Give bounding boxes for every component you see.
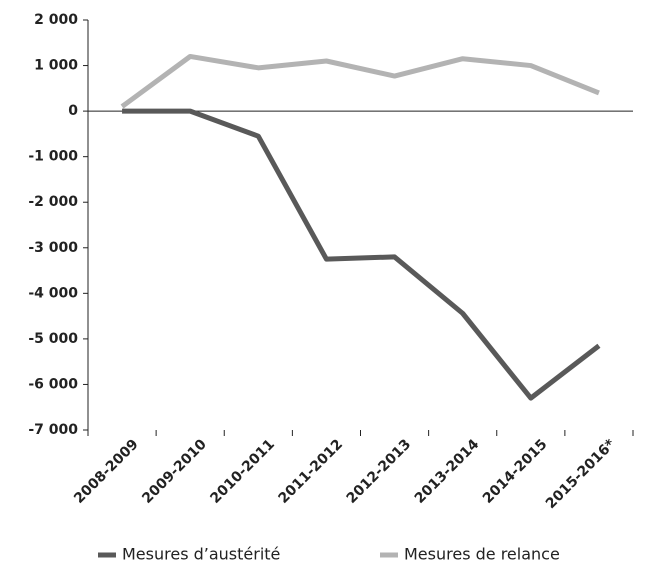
legend-label: Mesures de relance: [404, 545, 560, 564]
y-tick-label: -4 000: [28, 285, 78, 301]
y-tick-label: 1 000: [34, 58, 78, 74]
x-tick-label: 2015-2016*: [543, 436, 619, 512]
x-tick-label: 2013-2014: [412, 436, 483, 507]
y-tick-label: -1 000: [28, 149, 78, 165]
legend-label: Mesures d’austérité: [122, 545, 280, 564]
y-tick-label: -6 000: [28, 376, 78, 392]
x-tick-label: 2010-2011: [207, 436, 278, 507]
x-tick-label: 2012-2013: [344, 436, 415, 507]
y-tick-label: 0: [68, 103, 78, 119]
x-tick-label: 2008-2009: [71, 436, 142, 507]
y-tick-label: -5 000: [28, 331, 78, 347]
y-tick-label: -3 000: [28, 240, 78, 256]
series-line: [122, 108, 601, 401]
x-tick-label: 2011-2012: [276, 436, 347, 507]
y-tick-label: -7 000: [28, 422, 78, 438]
series-line: [120, 53, 600, 109]
x-tick-label: 2014-2015: [480, 436, 551, 507]
x-tick-label: 2009-2010: [139, 436, 210, 507]
y-tick-label: 2 000: [34, 12, 78, 28]
y-tick-label: -2 000: [28, 194, 78, 210]
